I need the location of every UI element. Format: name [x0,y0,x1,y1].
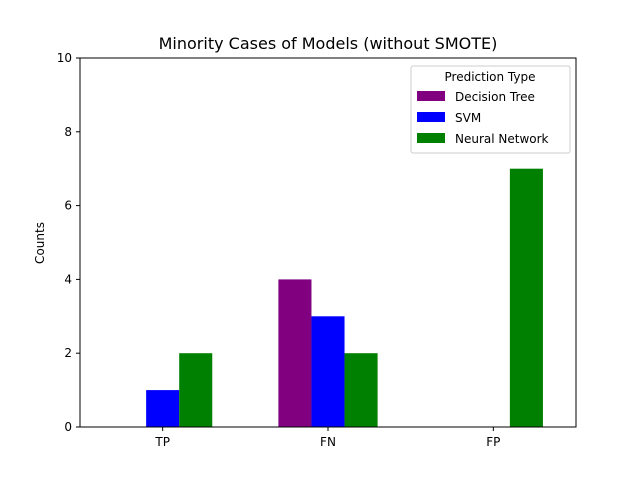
bar-svm-fn [311,316,345,427]
legend-label-svm: SVM [455,111,481,125]
y-tick-label: 2 [64,346,72,360]
x-tick-label-fn: FN [320,435,336,449]
bar-neural-network-tp [179,353,213,427]
y-tick-label: 0 [64,420,72,434]
x-tick-label-tp: TP [154,435,170,449]
legend: Prediction Type Decision Tree SVM Neural N… [410,65,571,154]
legend-label-decision-tree: Decision Tree [455,90,535,104]
bar-neural-network-fp [509,168,543,427]
bar-decision-tree-fn [278,279,312,427]
legend-frame [410,65,571,154]
y-axis-label: Counts [33,222,47,264]
legend-swatch-svm [417,112,445,122]
bar-neural-network-fn [344,353,378,427]
legend-title: Prediction Type [445,70,536,84]
plot-area: 0 2 4 6 8 10 TP FN FP [57,51,577,449]
legend-swatch-decision-tree [417,91,445,101]
bar-svm-tp [146,390,180,427]
legend-label-neural-network: Neural Network [455,132,549,146]
y-tick-label: 4 [64,272,72,286]
y-tick-label: 8 [64,125,72,139]
y-tick-label: 6 [64,199,72,213]
x-tick-label-fp: FP [486,435,500,449]
chart-title: Minority Cases of Models (without SMOTE) [159,34,498,53]
y-tick-label: 10 [57,51,72,65]
legend-swatch-neural-network [417,133,445,143]
